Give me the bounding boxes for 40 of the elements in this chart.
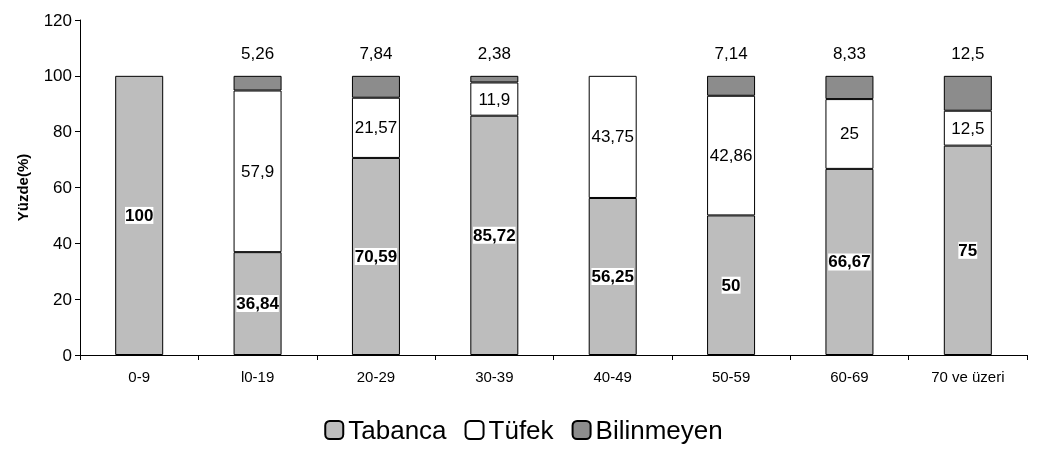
x-tick-label: 70 ve üzeri: [931, 368, 1005, 385]
x-tick-label: l0-19: [240, 368, 275, 385]
data-label: 85,72: [473, 225, 516, 245]
data-label: 25: [839, 124, 859, 144]
data-label: 7,14: [714, 43, 748, 63]
y-tick-label: 20: [53, 289, 72, 309]
y-tick-label: 120: [43, 10, 72, 30]
data-label: 42,86: [709, 146, 753, 166]
x-tick-label: 0-9: [128, 368, 151, 385]
data-label: 70,59: [354, 246, 398, 266]
data-label: 66,67: [828, 252, 871, 272]
data-label: 100: [125, 205, 154, 225]
y-tick-label: 0: [62, 345, 72, 365]
y-axis-title: Yüzde(%): [14, 153, 31, 222]
data-label: 2,38: [477, 43, 511, 63]
data-label: 36,84: [236, 294, 280, 314]
legend-label: Tüfek: [488, 415, 555, 445]
data-label: 12,5: [951, 118, 985, 138]
y-tick-label: 40: [53, 233, 72, 253]
y-tick-label: 60: [53, 178, 72, 197]
x-tick-label: 20-29: [356, 368, 396, 385]
data-label: 5,26: [241, 43, 275, 63]
data-label: 12,5: [951, 43, 985, 63]
y-tick-label: 100: [43, 66, 72, 86]
legend-label: Bilinmeyen: [595, 415, 723, 445]
data-label: 8,33: [832, 43, 866, 63]
x-tick-label: 50-59: [711, 368, 751, 385]
x-tick-label: 60-69: [830, 368, 869, 385]
y-tick-label: 80: [53, 122, 72, 142]
data-label: 57,9: [241, 161, 275, 181]
data-label: 56,25: [591, 266, 634, 286]
data-label: 50: [721, 275, 741, 295]
data-label: 75: [958, 240, 978, 260]
x-tick-label: 40-49: [593, 368, 632, 385]
legend-label: Tabanca: [348, 415, 448, 445]
data-label: 43,75: [591, 127, 634, 147]
data-label: 11,9: [478, 89, 511, 109]
data-label: 7,84: [359, 43, 393, 63]
data-label: 21,57: [354, 118, 398, 138]
x-tick-label: 30-39: [475, 368, 514, 385]
